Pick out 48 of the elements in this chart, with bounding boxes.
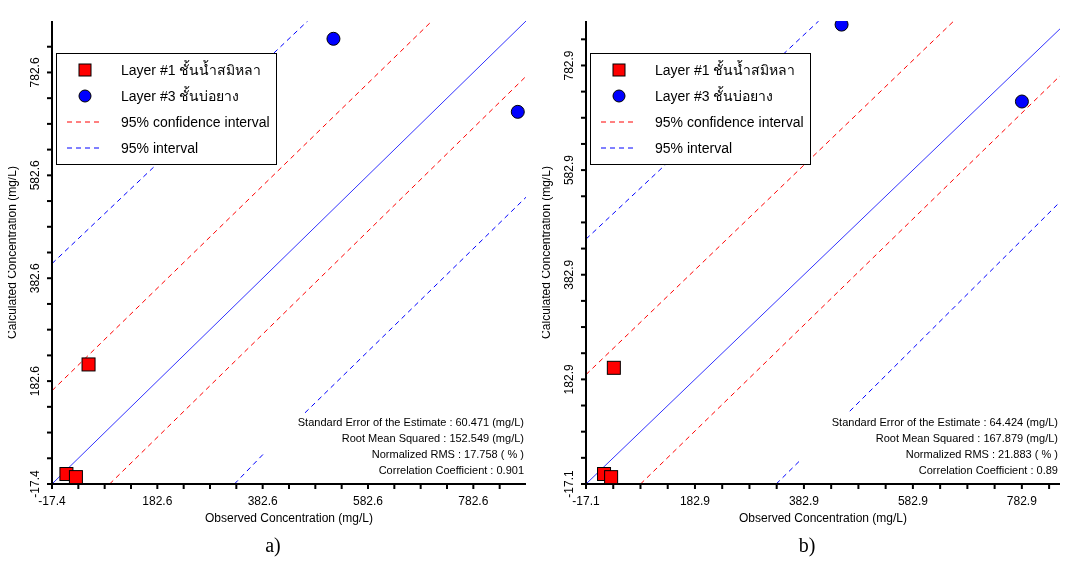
- y-tick-label: 582.6: [28, 159, 42, 191]
- y-tick-label: 182.6: [28, 365, 42, 397]
- y-tick-label: 182.9: [562, 364, 576, 395]
- x-tick-label: 782.9: [1006, 494, 1038, 508]
- point: [606, 360, 621, 375]
- y-tick-label: 782.9: [562, 50, 576, 81]
- text: b): [797, 534, 817, 557]
- y-axis-title: Calculated Concentration (mg/L): [5, 166, 20, 339]
- y-tick-label: 382.6: [28, 262, 42, 294]
- x-axis-title: Observed Concentration (mg/L): [738, 511, 908, 525]
- x-tick-label: -17.1: [572, 494, 600, 508]
- point: [510, 104, 525, 119]
- x-tick-label: 582.6: [352, 494, 384, 508]
- annotation: Root Mean Squared : 167.879 (mg/L): [874, 431, 1058, 446]
- point: [81, 357, 96, 372]
- x-axis-title: Observed Concentration (mg/L): [204, 511, 374, 525]
- legend-label: Layer #3 ชั้นบ่อยาง: [655, 85, 774, 106]
- y-tick-label: 782.6: [28, 57, 42, 88]
- annotation: Correlation Coefficient : 0.89: [917, 463, 1058, 478]
- legend-label: Layer #1 ชั้นน้ำสมิหลา: [655, 59, 796, 80]
- point: [1014, 94, 1029, 109]
- point: [326, 31, 341, 46]
- annotation: Standard Error of the Estimate : 60.471 (mg/L): [297, 415, 524, 430]
- x-tick-label: -17.4: [38, 494, 66, 508]
- point: [604, 470, 619, 484]
- y-tick-label: 582.9: [562, 154, 576, 186]
- x-tick-label: 382.6: [247, 494, 279, 508]
- x-tick-label: 582.9: [897, 494, 929, 508]
- annotation: Root Mean Squared : 152.549 (mg/L): [340, 431, 524, 446]
- legend-label: 95% confidence interval: [655, 114, 804, 130]
- point: [68, 470, 83, 484]
- legend-label: Layer #3 ชั้นบ่อยาง: [121, 85, 240, 106]
- y-tick-label: 382.9: [562, 259, 576, 290]
- x-tick-label: 182.6: [142, 494, 173, 508]
- annotation: Correlation Coefficient : 0.901: [377, 463, 524, 478]
- point: [834, 21, 849, 32]
- y-axis-title: Calculated Concentration (mg/L): [539, 166, 554, 339]
- legend-label: 95% interval: [655, 140, 733, 156]
- annotation: Standard Error of the Estimate : 64.424 (mg/L): [831, 415, 1058, 430]
- legend-label: 95% confidence interval: [121, 114, 270, 130]
- text: a): [264, 534, 282, 557]
- legend-label: Layer #1 ชั้นน้ำสมิหลา: [121, 59, 262, 80]
- x-tick-label: 182.9: [679, 494, 711, 508]
- legend-label: 95% interval: [121, 140, 199, 156]
- x-tick-label: 782.6: [458, 494, 489, 508]
- x-tick-label: 382.9: [788, 494, 820, 508]
- annotation: Normalized RMS : 21.883 ( % ): [904, 447, 1058, 462]
- annotation: Normalized RMS : 17.758 ( % ): [370, 447, 524, 462]
